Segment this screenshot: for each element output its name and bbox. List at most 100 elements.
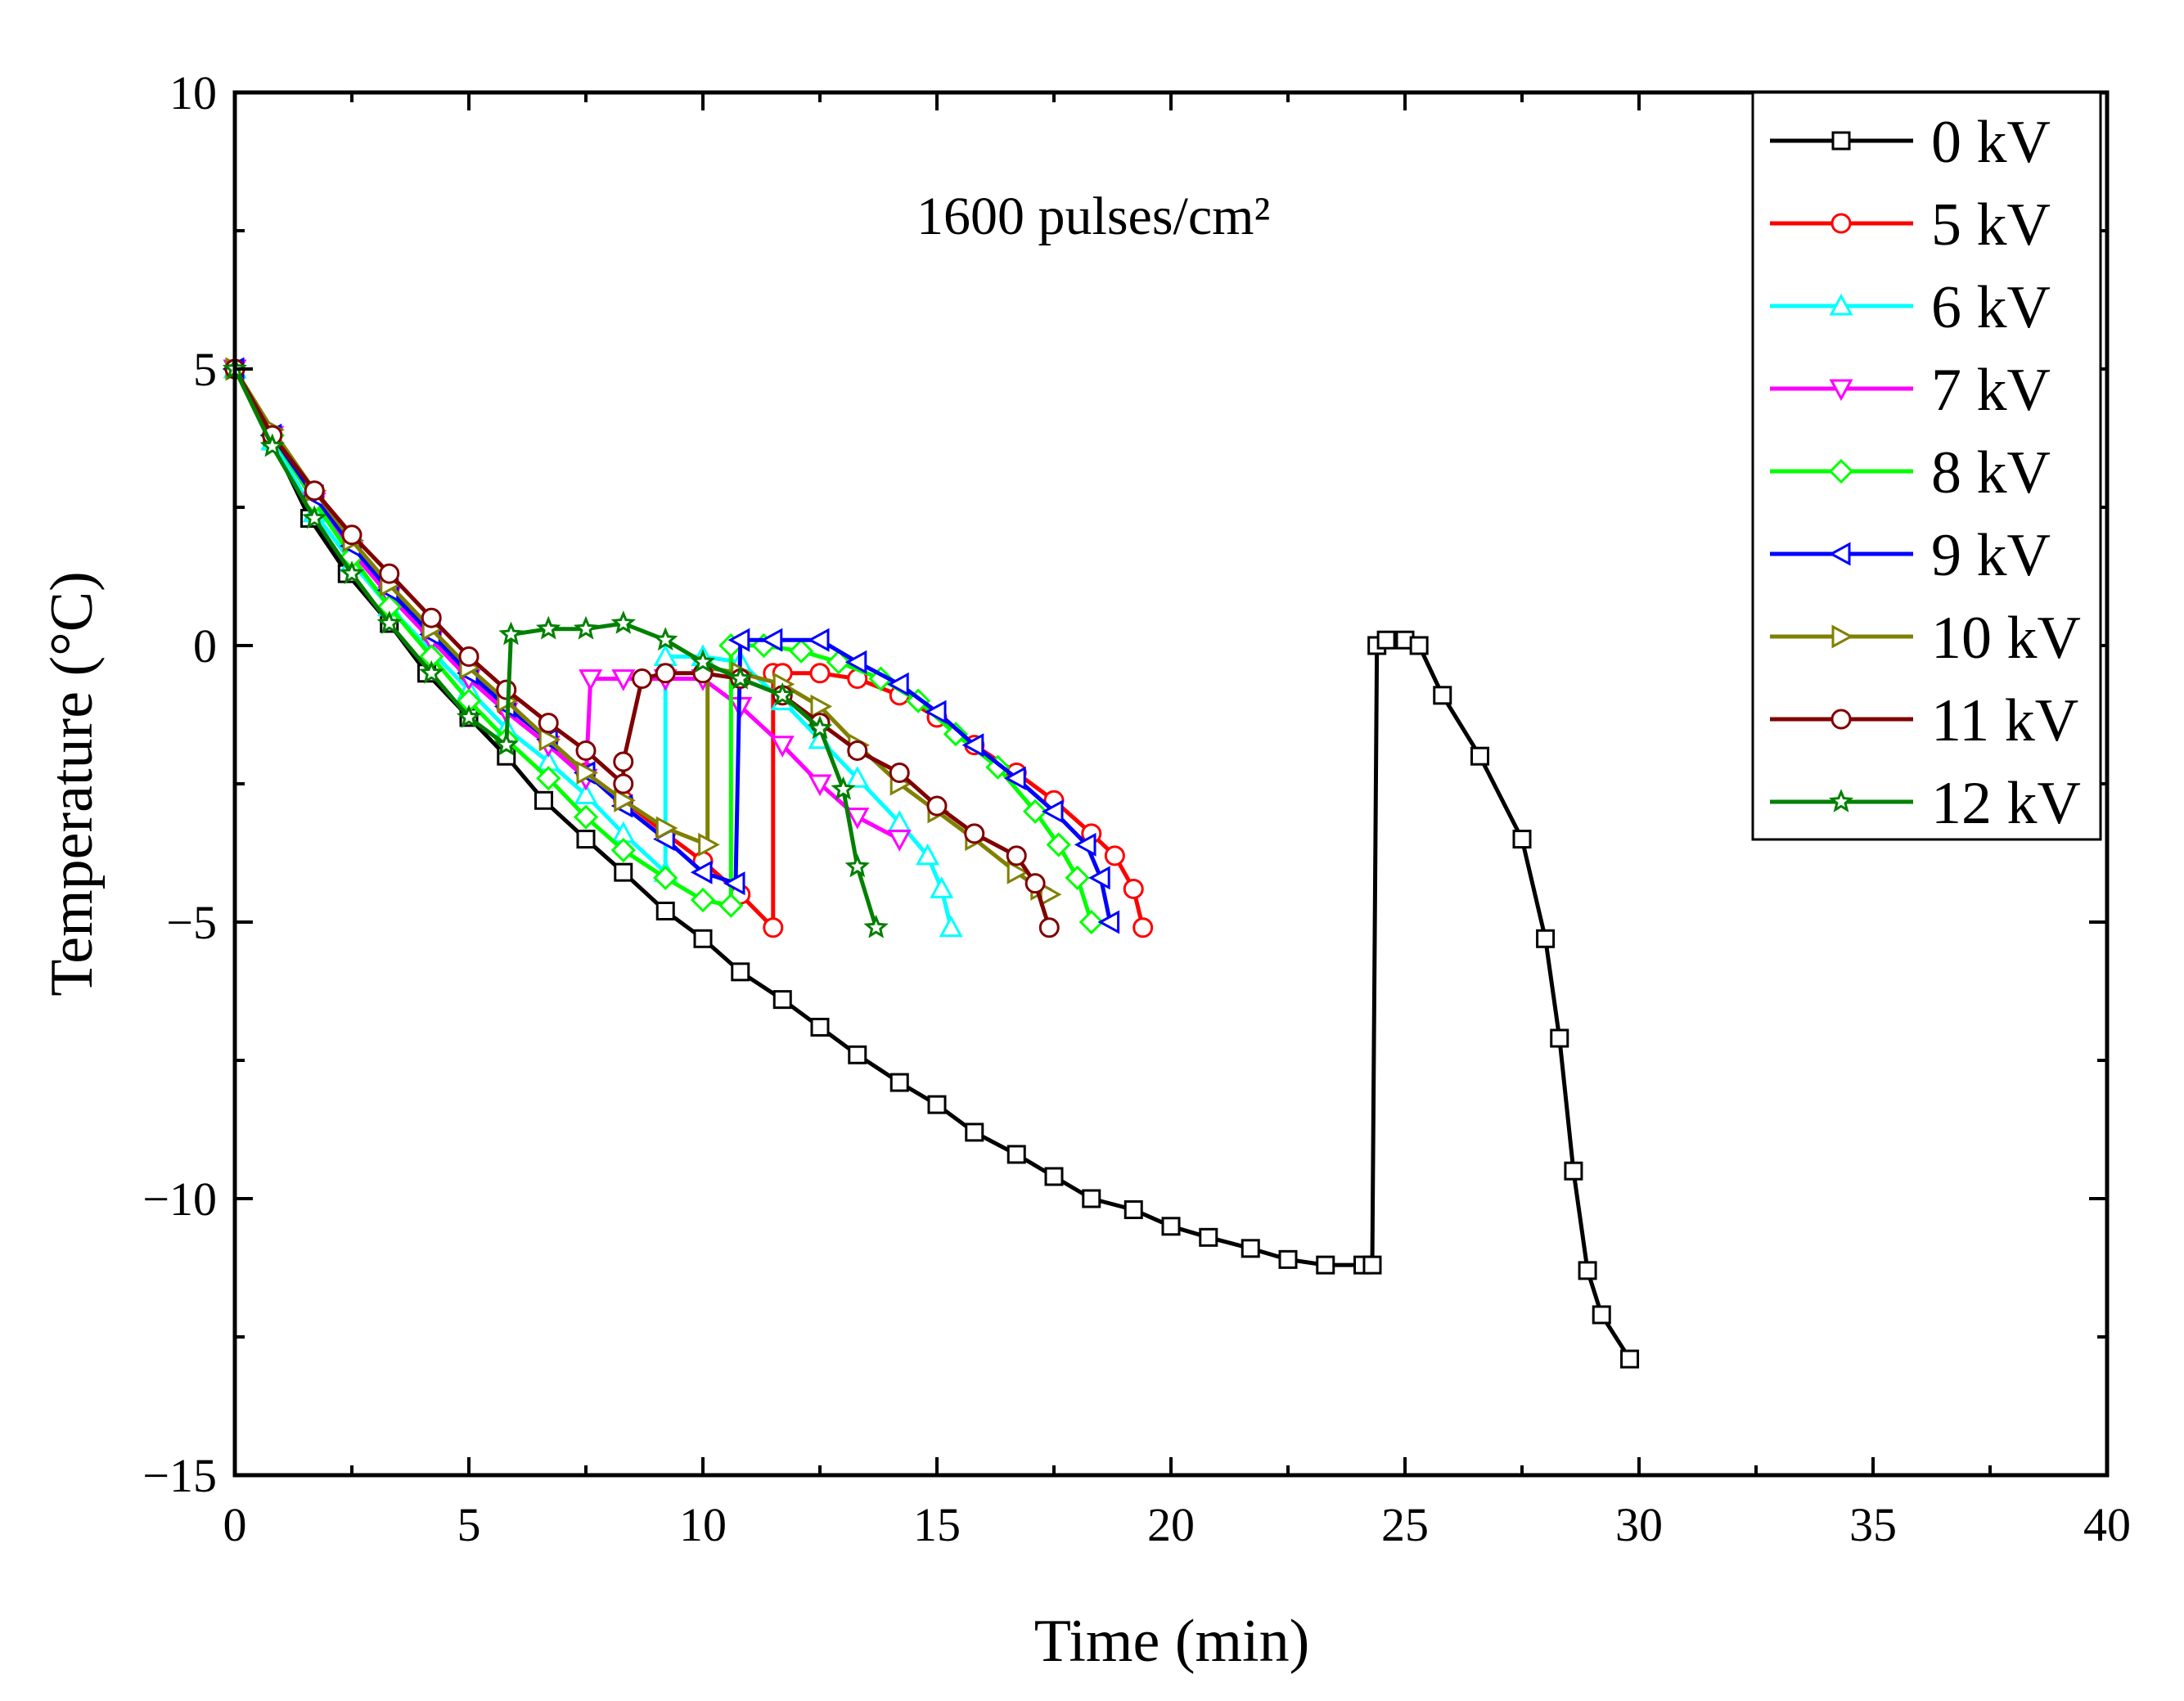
data-point-12-kv [498, 621, 524, 646]
data-point-11-kv [379, 563, 400, 584]
data-point-11-kv [458, 646, 480, 668]
data-point-8-kv [1065, 865, 1090, 891]
data-point-8-kv [718, 893, 744, 918]
legend-label: 7 kV [1931, 357, 2051, 424]
data-point-8-kv [536, 766, 561, 791]
x-tick-label: 10 [679, 1498, 727, 1551]
x-axis-title: Time (min) [1034, 1608, 1309, 1675]
legend-item-12-kv: 12 kV [1770, 770, 2081, 837]
data-point-11-kv [1038, 917, 1060, 938]
data-point-11-kv [847, 740, 868, 761]
data-point-9-kv [807, 628, 830, 652]
data-point-12-kv [863, 914, 889, 938]
data-point-7-kv [845, 808, 870, 830]
data-point-11-kv [341, 524, 362, 546]
data-point-9-kv [727, 628, 750, 652]
data-point-0-kv [614, 862, 633, 882]
data-point-9-kv [924, 700, 947, 724]
data-point-11-kv [655, 663, 676, 684]
data-point-9-kv [723, 871, 745, 896]
data-point-12-kv [844, 853, 870, 878]
data-point-0-kv [534, 790, 554, 810]
series-12-kv [222, 356, 889, 938]
data-point-6-kv [845, 766, 870, 788]
data-point-12-kv [831, 776, 856, 800]
data-point-0-kv [848, 1045, 867, 1064]
legend-marker [1831, 131, 1851, 151]
x-tick-label: 35 [1849, 1498, 1897, 1551]
legend-marker [1828, 542, 1851, 566]
data-point-12-kv [302, 505, 327, 529]
data-point-0-kv [1512, 830, 1532, 849]
x-tick-label: 0 [223, 1498, 247, 1551]
data-point-0-kv [1592, 1305, 1611, 1325]
data-point-11-kv [1006, 845, 1027, 866]
data-point-5-kv [1133, 917, 1154, 938]
data-point-12-kv [259, 433, 285, 457]
data-point-12-kv [536, 615, 561, 640]
data-point-11-kv [613, 773, 634, 794]
data-point-12-kv [807, 715, 833, 740]
data-point-0-kv [889, 1073, 909, 1092]
legend-label: 5 kV [1931, 191, 2051, 259]
data-point-0-kv [1433, 686, 1452, 705]
data-point-11-kv [304, 480, 325, 502]
data-point-7-kv [770, 736, 795, 758]
axis-ticks: 0 5 10 15 20 25 30 35 40 −15 −10 −5 0 5 10 [142, 66, 2131, 1551]
data-point-0-kv [576, 830, 596, 849]
data-point-0-kv [1199, 1227, 1218, 1247]
series-line-11-kv [232, 367, 1051, 929]
data-point-12-kv [573, 615, 599, 640]
data-point-11-kv [964, 823, 985, 844]
data-point-12-kv [770, 682, 795, 706]
data-point-8-kv [826, 650, 852, 675]
data-point-9-kv [690, 860, 713, 884]
data-point-9-kv [887, 672, 909, 696]
data-point-11-kv [538, 713, 559, 734]
y-tick-label: −10 [142, 1172, 217, 1226]
legend-item-8-kv: 8 kV [1770, 439, 2051, 506]
data-point-0-kv [1124, 1200, 1143, 1220]
legend-label: 0 kV [1931, 109, 2051, 176]
data-point-0-kv [1470, 746, 1490, 766]
y-axis-title: Temperature (°C) [38, 571, 106, 997]
data-point-9-kv [1041, 799, 1064, 824]
data-point-9-kv [760, 628, 783, 652]
data-point-9-kv [1074, 832, 1097, 857]
data-point-0-kv [1082, 1189, 1101, 1208]
data-point-8-kv [788, 638, 814, 664]
legend-marker [1831, 709, 1852, 730]
data-point-0-kv [1362, 1255, 1382, 1275]
data-point-9-kv [1004, 766, 1026, 790]
data-point-8-kv [573, 804, 599, 830]
data-point-0-kv [655, 901, 675, 920]
series-layer [222, 356, 1640, 1369]
legend-box [1751, 91, 2102, 841]
legend-item-5-kv: 5 kV [1770, 191, 2051, 259]
legend-label: 6 kV [1931, 274, 2051, 341]
legend-label: 11 kV [1931, 687, 2078, 754]
data-point-0-kv [1044, 1167, 1064, 1186]
data-point-12-kv [419, 659, 444, 684]
data-point-8-kv [653, 865, 678, 891]
legend-marker [1828, 789, 1854, 812]
data-point-10-kv [614, 788, 636, 812]
data-point-7-kv [808, 774, 832, 797]
data-point-0-kv [1161, 1217, 1181, 1236]
data-point-0-kv [1620, 1349, 1640, 1369]
data-point-10-kv [538, 727, 561, 752]
data-point-12-kv [653, 627, 678, 651]
data-point-10-kv [698, 832, 720, 857]
data-point-11-kv [421, 607, 442, 628]
data-point-0-kv [772, 990, 792, 1010]
data-point-0-kv [731, 962, 750, 982]
data-point-12-kv [456, 704, 482, 728]
y-tick-label: −5 [166, 896, 217, 949]
y-tick-label: 5 [193, 343, 217, 396]
data-point-7-kv [579, 669, 603, 691]
data-point-10-kv [810, 694, 833, 718]
series-6-kv [223, 356, 963, 938]
data-point-6-kv [930, 876, 954, 898]
y-tick-label: 0 [193, 619, 217, 673]
